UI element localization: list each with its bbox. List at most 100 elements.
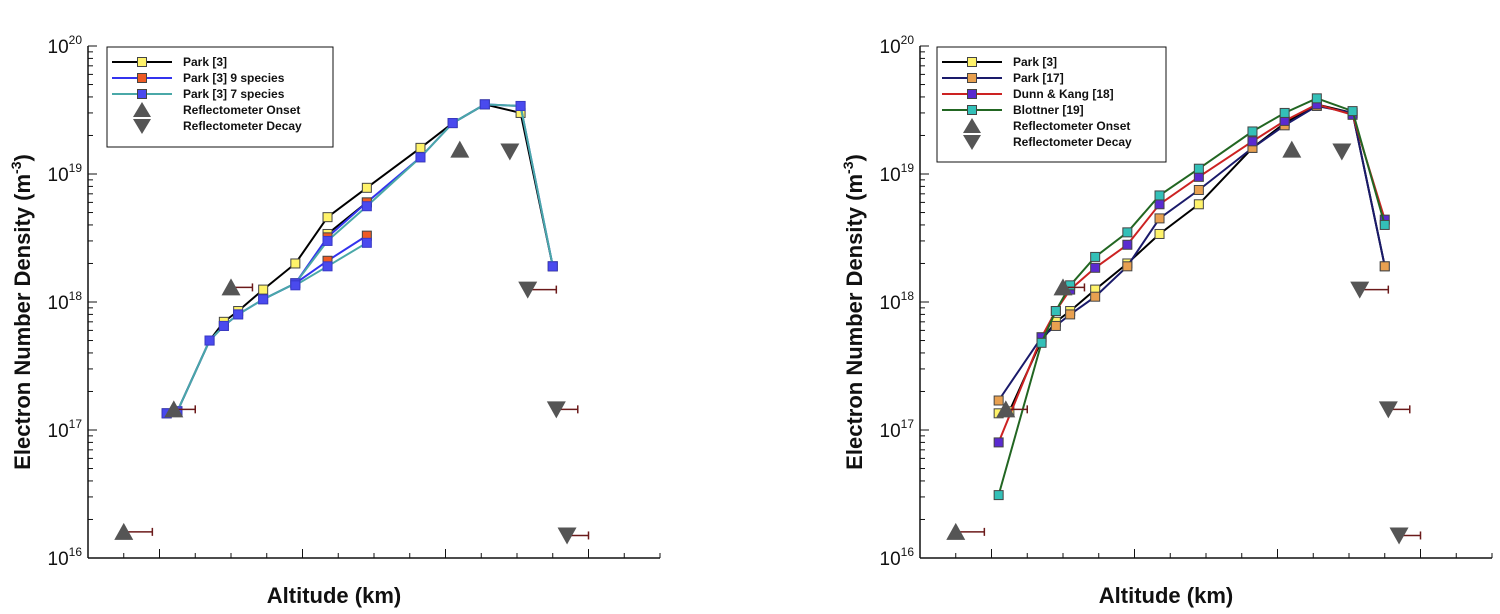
y-tick-exponent: 20 (901, 33, 915, 47)
y-axis-title-exp: -3 (8, 161, 24, 174)
series-1 (161, 99, 558, 419)
data-point (1193, 184, 1204, 195)
data-point (322, 235, 333, 246)
y-axis-title-main: Electron Number Density (m (842, 174, 867, 470)
y-tick-label: 1018 (880, 289, 915, 314)
y-tick-label: 1018 (48, 289, 83, 314)
decay-marker (1350, 281, 1370, 299)
data-point (1279, 107, 1290, 118)
legend-label: Reflectometer Onset (1013, 119, 1130, 133)
data-point (218, 320, 229, 331)
legend-item: Reflectometer Decay (133, 119, 302, 134)
data-point (993, 490, 1004, 501)
legend-marker (967, 89, 977, 99)
y-tick-exponent: 18 (901, 289, 915, 303)
y-tick-label: 1020 (880, 33, 915, 58)
plot-area (946, 93, 1422, 545)
decay-marker (500, 143, 520, 161)
data-point (1036, 337, 1047, 348)
legend-item: Reflectometer Onset (133, 102, 300, 117)
legend-item: Park [3] (942, 55, 1057, 69)
legend: Park [3] Park [3] 9 species Park [3] 7 spe… (106, 46, 334, 148)
data-point (1311, 93, 1322, 104)
data-point (479, 99, 490, 110)
data-point (1154, 190, 1165, 201)
y-tick-base: 10 (880, 37, 901, 58)
series-3 (161, 99, 558, 419)
data-point (361, 182, 372, 193)
y-tick-base: 10 (880, 549, 901, 570)
decay-marker (1389, 527, 1409, 545)
data-point (322, 261, 333, 272)
series-line (166, 103, 554, 415)
legend-item: Park [3] 7 species (112, 87, 285, 101)
y-tick-label: 1017 (48, 417, 83, 442)
legend-item: Blottner [19] (942, 103, 1084, 117)
y-tick-exponent: 16 (69, 545, 83, 559)
onset-marker (164, 400, 184, 418)
legend-marker (137, 89, 147, 99)
onset-marker (450, 140, 470, 158)
data-point (204, 335, 215, 346)
y-tick-base: 10 (48, 421, 69, 442)
onset-marker (221, 278, 241, 296)
data-point (1122, 239, 1133, 250)
series-line (166, 103, 554, 415)
y-tick-label: 1020 (48, 33, 83, 58)
data-point (415, 142, 426, 153)
legend-marker (967, 105, 977, 115)
y-tick-base: 10 (48, 165, 69, 186)
legend-item: Park [3] 9 species (112, 71, 285, 85)
data-point (1347, 106, 1358, 117)
y-tick-exponent: 19 (69, 161, 83, 175)
data-point (1122, 261, 1133, 272)
onset-marker (1053, 278, 1073, 296)
y-tick-exponent: 18 (69, 289, 83, 303)
legend-label: Dunn & Kang [18] (1013, 87, 1114, 101)
series-line (166, 103, 554, 415)
legend-onset-marker (963, 118, 981, 133)
data-point (258, 284, 269, 295)
legend-label: Park [3] 7 species (183, 87, 285, 101)
data-point (1247, 126, 1258, 137)
data-point (1065, 309, 1076, 320)
y-tick-label: 1016 (880, 545, 915, 570)
data-point (1090, 291, 1101, 302)
y-tick-exponent: 19 (901, 161, 915, 175)
legend-marker (137, 73, 147, 83)
data-point (1154, 228, 1165, 239)
legend-item: Park [3] (112, 55, 227, 69)
series-2 (161, 99, 558, 419)
legend-label: Park [17] (1013, 71, 1064, 85)
data-point (290, 258, 301, 269)
decay-marker (557, 527, 577, 545)
data-point (993, 395, 1004, 406)
y-tick-label: 1019 (880, 161, 915, 186)
legend-label: Park [3] (183, 55, 227, 69)
legend-item: Reflectometer Decay (963, 135, 1132, 150)
data-point (515, 100, 526, 111)
data-point (1050, 306, 1061, 317)
y-tick-base: 10 (880, 293, 901, 314)
data-point (1379, 261, 1390, 272)
data-point (1122, 227, 1133, 238)
y-tick-base: 10 (880, 421, 901, 442)
data-point (290, 280, 301, 291)
x-axis-title: Altitude (km) (1099, 583, 1233, 608)
legend-marker (967, 73, 977, 83)
y-tick-label: 1017 (880, 417, 915, 442)
y-tick-exponent: 16 (901, 545, 915, 559)
legend-label: Park [3] (1013, 55, 1057, 69)
x-axis-title: Altitude (km) (267, 583, 401, 608)
y-tick-base: 10 (48, 293, 69, 314)
legend-decay-marker (963, 135, 981, 150)
onset-marker (996, 400, 1016, 418)
y-tick-exponent: 17 (901, 417, 915, 431)
legend-onset-marker (133, 102, 151, 117)
data-point (1154, 213, 1165, 224)
y-tick-exponent: 20 (69, 33, 83, 47)
decay-marker (518, 281, 538, 299)
legend-label: Reflectometer Decay (1013, 135, 1132, 149)
